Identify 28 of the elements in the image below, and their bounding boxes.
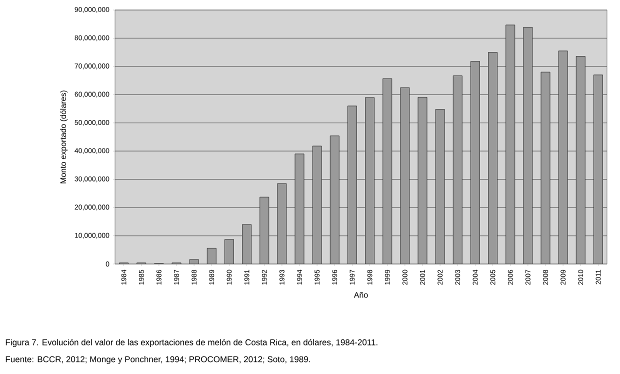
- bar: [576, 56, 586, 264]
- bar: [470, 61, 480, 264]
- bar: [277, 183, 287, 264]
- bar: [260, 196, 270, 264]
- bar: [330, 136, 340, 264]
- bar: [294, 154, 304, 264]
- bar: [558, 50, 568, 264]
- source-note: Fuente: BCCR, 2012; Monge y Ponchner, 1994; PROCOMER, 2012; Soto, 1989.: [6, 356, 310, 364]
- x-axis-title: Año: [354, 292, 368, 298]
- bar: [224, 239, 234, 264]
- bar: [452, 76, 462, 264]
- bar: [242, 224, 252, 264]
- bar: [400, 87, 410, 264]
- bar: [593, 74, 603, 264]
- y-axis-title: Monto exportado (dólares): [60, 90, 68, 184]
- bar: [435, 109, 445, 264]
- bar: [488, 52, 498, 264]
- bar: [523, 26, 533, 264]
- bar: [347, 106, 357, 264]
- bar: [189, 259, 199, 264]
- bar: [506, 24, 516, 264]
- bar: [382, 78, 392, 264]
- bar: [365, 97, 375, 264]
- text: Figura 7. Evolución del valor de las exportaciones de melón de Costa Rica, en dólares, 1984-2011.: [6, 338, 378, 347]
- bar: [540, 72, 550, 264]
- bar: [312, 146, 322, 264]
- bar: [418, 96, 428, 264]
- bar: [206, 248, 216, 264]
